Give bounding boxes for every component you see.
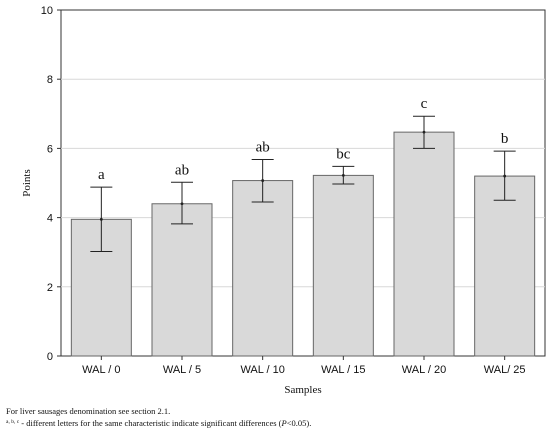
footnote-text: - different letters for the same charact… bbox=[19, 418, 282, 428]
bar bbox=[232, 180, 294, 357]
x-tick-label: WAL / 0 bbox=[82, 364, 120, 376]
y-tick-label: 0 bbox=[47, 351, 53, 363]
footnote-line-1: For liver sausages denomination see sect… bbox=[6, 406, 171, 416]
significance-letter: ab bbox=[175, 162, 189, 178]
y-tick-label: 2 bbox=[47, 282, 53, 294]
mean-point bbox=[422, 130, 426, 134]
bar-chart: a ab ab bc c b 0 2 4 6 8 10 WAL / 0 WAL / 5 WAL / 10… bbox=[21, 5, 546, 396]
mean-point bbox=[99, 217, 103, 221]
y-tick-label: 4 bbox=[47, 213, 53, 225]
footnote-p-italic: P bbox=[281, 418, 287, 428]
mean-point bbox=[261, 179, 265, 182]
significance-labels: a ab ab bc c b bbox=[98, 96, 508, 183]
bar bbox=[474, 175, 536, 357]
mean-point bbox=[503, 174, 507, 178]
y-tick-label: 6 bbox=[47, 143, 53, 155]
significance-letter: bc bbox=[336, 146, 351, 162]
x-tick-label: WAL/ 25 bbox=[484, 364, 526, 376]
x-tick-label: WAL / 15 bbox=[321, 364, 365, 376]
y-tick-label: 8 bbox=[47, 74, 53, 86]
x-axis-label: Samples bbox=[284, 384, 321, 396]
x-tick-label: WAL / 10 bbox=[240, 364, 284, 376]
significance-letter: b bbox=[501, 131, 509, 147]
bar bbox=[312, 174, 374, 357]
bar bbox=[151, 203, 213, 357]
y-tick-label: 10 bbox=[41, 5, 53, 17]
footnote-text-end: <0.05). bbox=[286, 418, 312, 428]
significance-letter: c bbox=[421, 96, 428, 112]
y-axis-label: Points bbox=[21, 169, 33, 197]
bar bbox=[393, 131, 455, 357]
x-tick-label: WAL / 20 bbox=[402, 364, 446, 376]
error-bars bbox=[90, 115, 516, 253]
significance-letter: a bbox=[98, 167, 105, 183]
mean-point bbox=[180, 202, 184, 206]
grid-lines bbox=[61, 78, 545, 288]
x-tick-label: WAL / 5 bbox=[163, 364, 201, 376]
footnote-superscript: a, b, c bbox=[6, 419, 20, 425]
significance-letter: ab bbox=[256, 139, 270, 155]
x-axis-ticks: WAL / 0 WAL / 5 WAL / 10 WAL / 15 WAL / 20 WA… bbox=[82, 356, 526, 376]
plot-area bbox=[60, 9, 546, 357]
mean-point bbox=[341, 173, 345, 177]
y-axis-ticks: 0 2 4 6 8 10 bbox=[41, 5, 61, 363]
footnote-line-2: a, b, c - different letters for the same… bbox=[6, 418, 311, 428]
